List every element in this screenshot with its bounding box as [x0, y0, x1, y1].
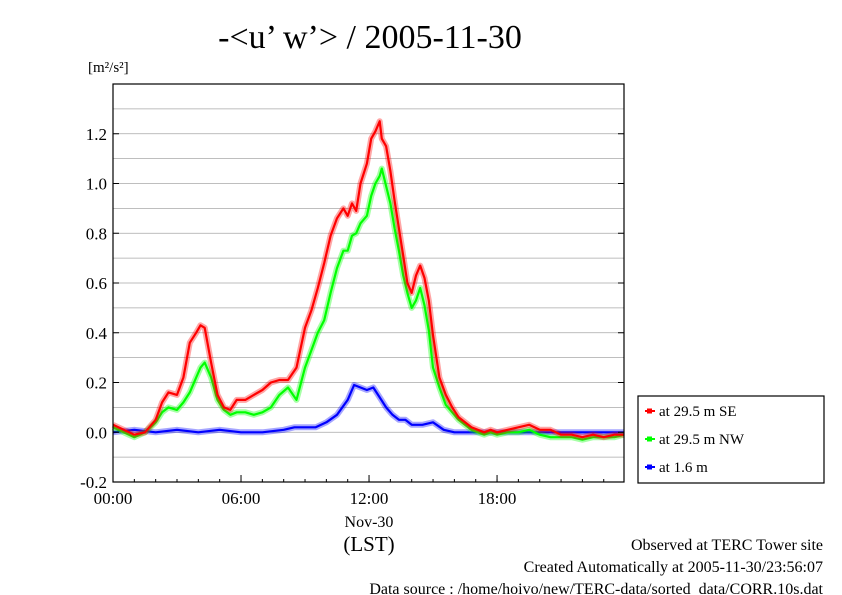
y-tick-label: 1.0	[86, 175, 107, 194]
series-group	[111, 118, 625, 443]
x-tick-label: 00:00	[94, 489, 133, 508]
y-axis: -0.2 0.0 0.2 0.4 0.6 0.8 1.0 1.2	[80, 125, 624, 492]
y-tick-label: 0.8	[86, 224, 107, 243]
legend-marker	[647, 408, 652, 414]
legend-marker	[647, 464, 652, 470]
legend-box	[637, 395, 825, 484]
series-line	[112, 120, 624, 439]
chart-title: -<u’ w’> / 2005-11-30	[218, 19, 522, 56]
footer-source: Data source : /home/hoivo/new/TERC-data/…	[369, 581, 823, 595]
y-axis-unit: [m²/s²]	[88, 60, 129, 76]
x-axis-label: (LST)	[343, 532, 394, 556]
legend-label: at 29.5 m NW	[659, 432, 745, 448]
x-date-label: Nov-30	[345, 514, 394, 531]
y-tick-label: 0.2	[86, 374, 107, 393]
legend-label: at 1.6 m	[659, 460, 708, 476]
y-tick-label: -0.2	[80, 473, 107, 492]
legend-label: at 29.5 m SE	[659, 404, 737, 420]
x-tick-label: 18:00	[478, 489, 517, 508]
legend: at 29.5 m SE at 29.5 m NW at 1.6 m	[637, 395, 825, 484]
footer-site: Observed at TERC Tower site	[631, 537, 823, 554]
x-tick-label: 06:00	[222, 489, 261, 508]
footer-created: Created Automatically at 2005-11-30/23:5…	[524, 559, 823, 576]
y-tick-label: 0.0	[86, 423, 107, 442]
x-tick-label: 12:00	[350, 489, 389, 508]
y-tick-label: 0.4	[86, 324, 108, 343]
x-axis: 00:00 06:00 12:00 18:00	[94, 475, 605, 508]
legend-marker	[647, 436, 652, 442]
series-line	[112, 167, 625, 441]
y-tick-label: 1.2	[86, 125, 107, 144]
y-tick-label: 0.6	[86, 274, 107, 293]
